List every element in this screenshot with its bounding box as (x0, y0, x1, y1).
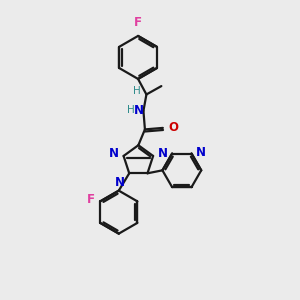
Text: N: N (134, 104, 144, 117)
Text: H: H (127, 105, 135, 115)
Text: F: F (87, 194, 95, 206)
Text: N: N (196, 146, 206, 158)
Text: N: N (109, 147, 119, 160)
Text: O: O (168, 122, 178, 134)
Text: H: H (133, 86, 141, 96)
Text: F: F (134, 16, 142, 29)
Text: N: N (115, 176, 125, 189)
Text: N: N (158, 147, 168, 160)
